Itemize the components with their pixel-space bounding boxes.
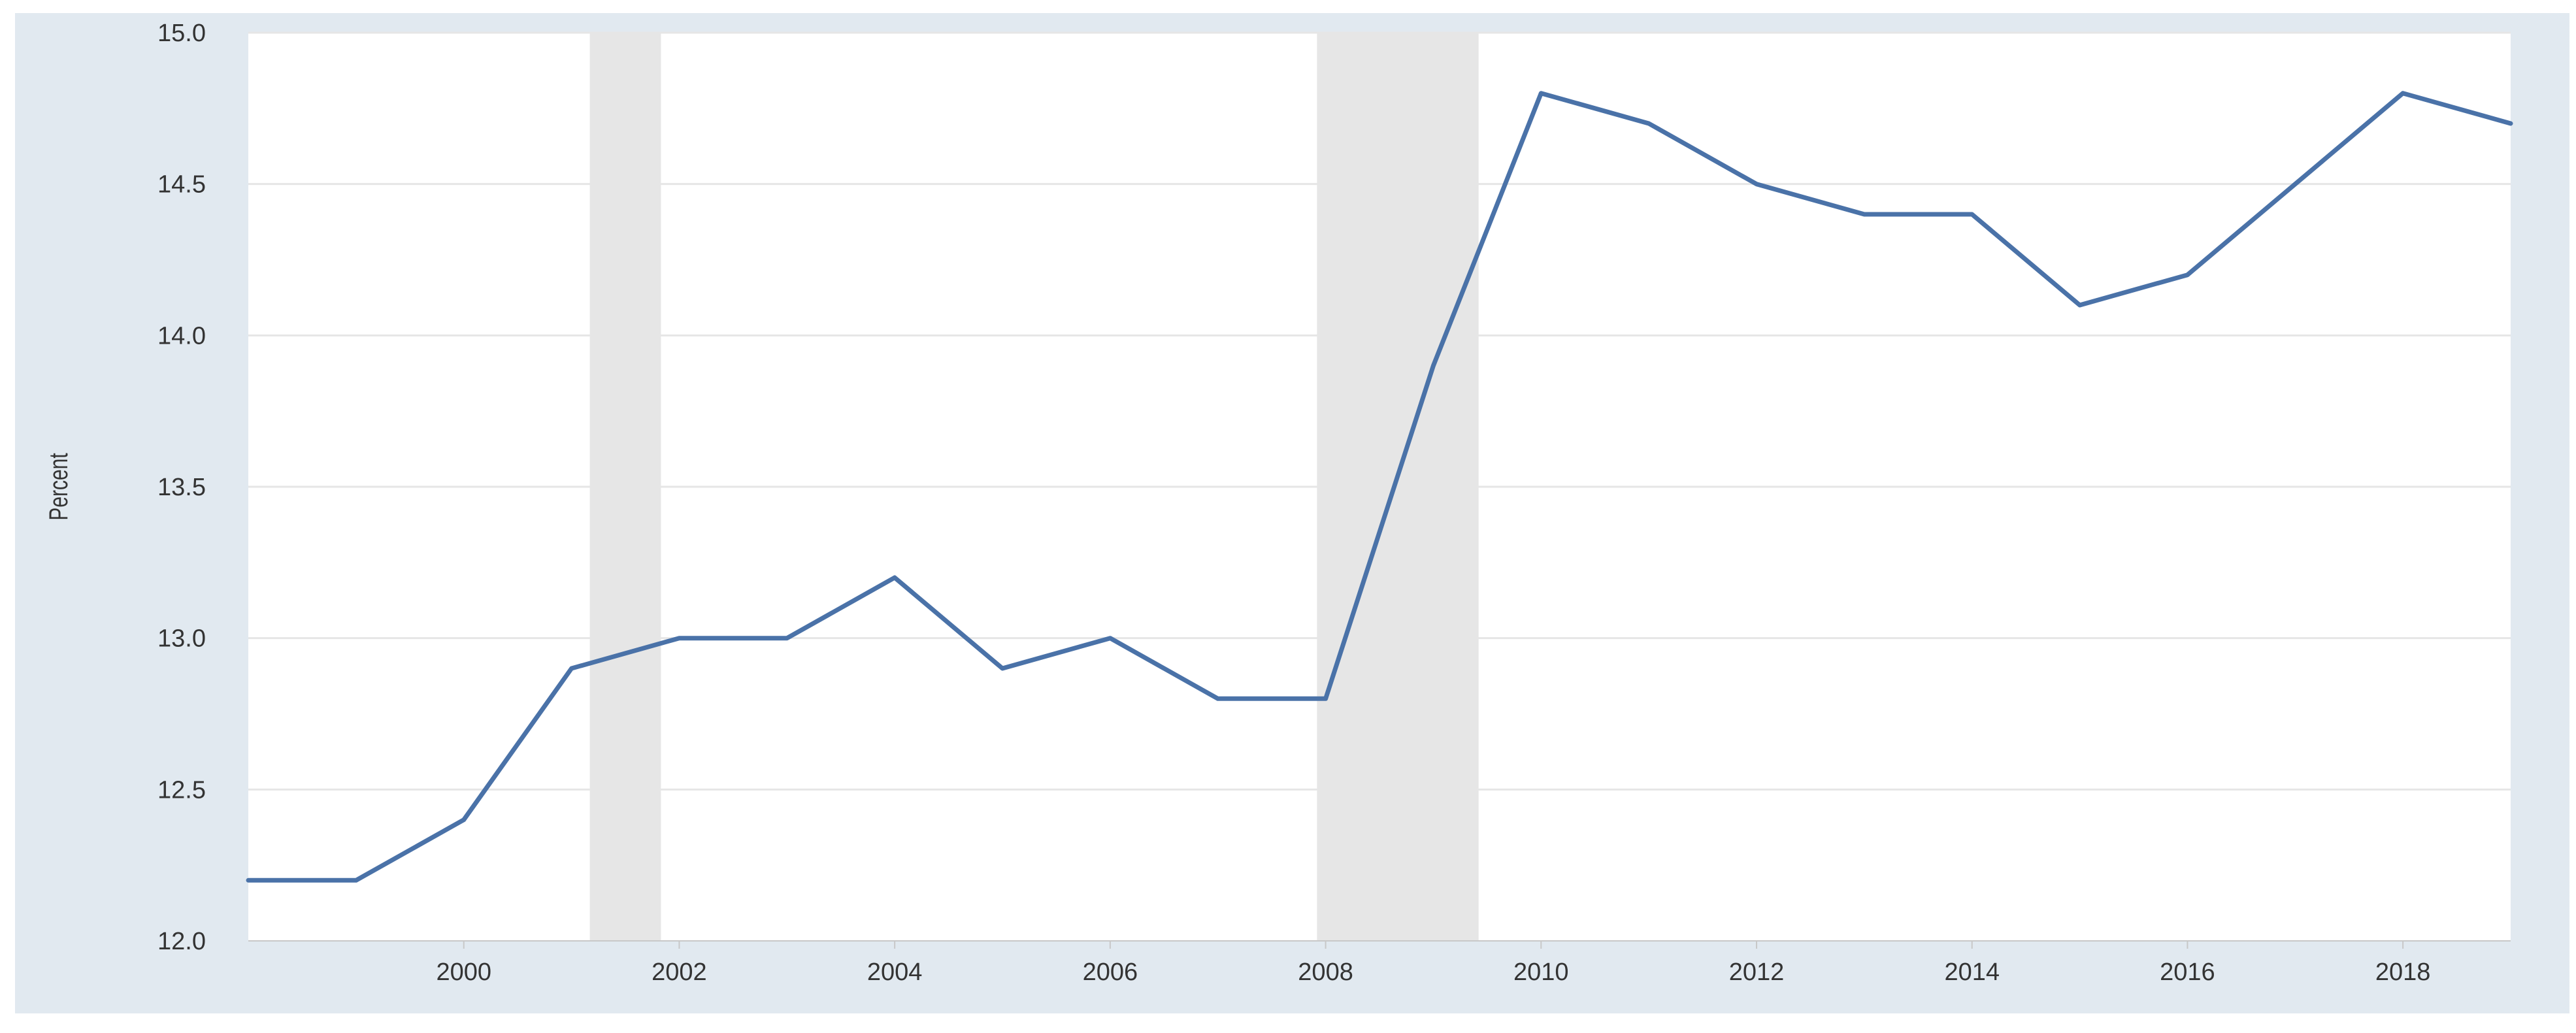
data-point-2017 [2293,182,2298,186]
x-tick-label-2004: 2004 [867,959,923,986]
gridlines [248,31,2511,791]
data-point-1999 [354,878,358,883]
data-point-2015 [2077,303,2082,307]
data-point-2009 [1431,363,1436,368]
data-point-2006 [1108,636,1112,640]
data-point-2002 [677,636,682,640]
y-tick-label-12.0: 12.0 [157,928,206,955]
data-point-1998 [246,878,250,883]
data-point-2003 [785,636,789,640]
x-tick-label-2016: 2016 [2160,959,2215,986]
series-line-0 [246,91,2513,883]
x-tick-label-2002: 2002 [652,959,707,986]
data-point-2005 [1000,666,1004,670]
y-axis-ticks: 12.0 12.5 13.0 13.5 14.0 14.5 15.0 [157,20,206,955]
data-point-2013 [1862,212,1866,216]
y-tick-label-13.0: 13.0 [157,625,206,653]
x-tick-label-2012: 2012 [1729,959,1785,986]
x-tick-label-2000: 2000 [436,959,491,986]
y-tick-label-13.5: 13.5 [157,474,206,501]
data-point-2018 [2401,91,2405,95]
data-point-2019 [2509,122,2513,125]
data-point-2001 [569,666,574,670]
y-tick-label-14.5: 14.5 [157,171,206,199]
x-tick-label-2014: 2014 [1944,959,2000,986]
x-tick-label-2010: 2010 [1513,959,1569,986]
x-axis-ticks: 2000 2002 2004 2006 2008 2010 2012 2014 2016 2018 [436,941,2430,986]
data-point-2000 [461,817,466,822]
y-tick-label-12.5: 12.5 [157,776,206,804]
y-tick-label-14.0: 14.0 [157,322,206,350]
x-tick-label-2018: 2018 [2375,959,2431,986]
data-point-2007 [1215,697,1220,701]
y-axis-label: Percent [44,453,73,521]
data-point-2014 [1970,212,1974,216]
x-tick-label-2008: 2008 [1298,959,1353,986]
series-layer [246,91,2513,883]
data-point-2008 [1323,697,1328,701]
x-tick-label-2006: 2006 [1083,959,1138,986]
data-point-2010 [1539,91,1544,95]
data-point-2012 [1755,182,1759,186]
data-point-2016 [2185,272,2190,277]
data-point-2011 [1647,122,1651,125]
data-point-2004 [893,576,897,580]
y-tick-label-15.0: 15.0 [157,20,206,47]
